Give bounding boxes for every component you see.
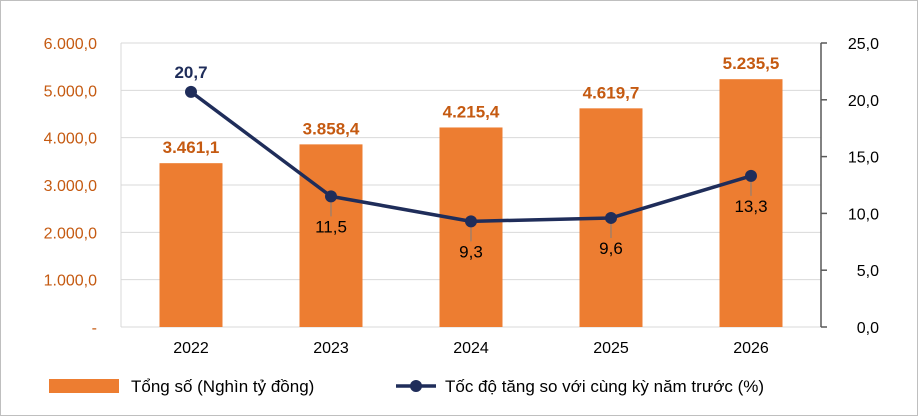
y-right-tick-label: 15,0 [848, 150, 879, 167]
x-tick-label: 2022 [173, 340, 209, 357]
bar [159, 163, 223, 327]
bar [719, 79, 783, 327]
line-point [185, 85, 197, 98]
line-data-label: 9,3 [459, 242, 483, 261]
line-point [325, 190, 337, 203]
y-left-tick-label: 6.000,0 [44, 36, 97, 53]
line-data-label: 20,7 [174, 63, 207, 82]
bar-data-label: 5.235,5 [723, 54, 780, 73]
legend-bar-swatch [49, 379, 119, 393]
y-right-tick-label: 25,0 [848, 36, 879, 53]
line-data-label: 13,3 [734, 197, 767, 216]
x-tick-label: 2023 [313, 340, 349, 357]
line-data-label: 11,5 [315, 217, 347, 236]
bar-data-label: 3.858,4 [303, 119, 360, 138]
line-point [465, 215, 477, 228]
line-point [745, 169, 757, 182]
y-right-tick-label: 10,0 [848, 206, 879, 223]
y-left-tick-label: 3.000,0 [44, 178, 97, 195]
legend-line-label: Tốc độ tăng so với cùng kỳ năm trước (%) [445, 377, 764, 396]
y-right-tick-label: 20,0 [848, 93, 879, 110]
x-tick-label: 2024 [453, 340, 489, 357]
bar-data-label: 3.461,1 [163, 138, 220, 157]
y-left-tick-label: 4.000,0 [44, 131, 97, 148]
y-right-tick-label: 5,0 [857, 263, 879, 280]
x-tick-label: 2025 [593, 340, 629, 357]
bar [299, 144, 363, 327]
legend-line-marker [410, 380, 422, 392]
y-left-tick-label: 5.000,0 [44, 83, 97, 100]
y-left-tick-label: 2.000,0 [44, 225, 97, 242]
x-tick-label: 2026 [733, 340, 769, 357]
y-left-tick-label: 1.000,0 [44, 273, 97, 290]
bar-data-label: 4.215,4 [443, 102, 500, 121]
y-right-tick-label: 0,0 [857, 320, 879, 337]
y-left-tick-label: - [92, 320, 97, 337]
line-point [605, 211, 617, 224]
bar-data-label: 4.619,7 [583, 83, 640, 102]
line-data-label: 9,6 [599, 239, 623, 258]
legend-bar-label: Tổng số (Nghìn tỷ đồng) [131, 377, 314, 396]
